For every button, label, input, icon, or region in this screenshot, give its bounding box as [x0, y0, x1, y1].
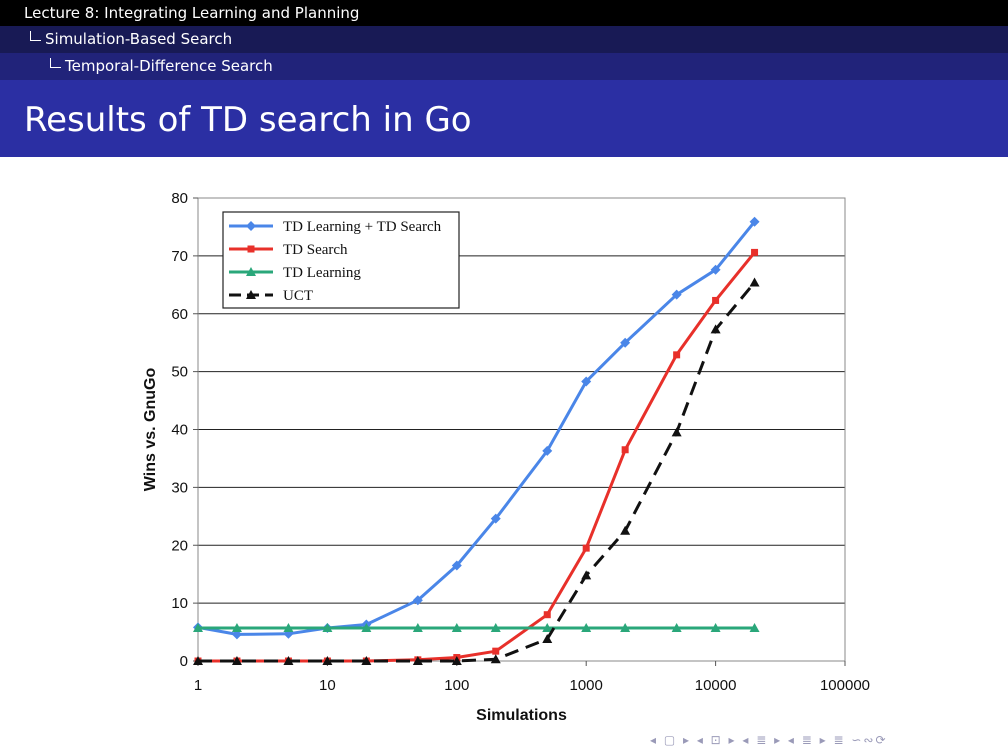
data-point [492, 647, 500, 655]
data-point [412, 656, 423, 665]
y-axis-label: Wins vs. GnuGo [142, 368, 159, 492]
data-point [231, 623, 242, 633]
data-point [193, 656, 203, 665]
data-point [361, 623, 372, 633]
tree-branch-icon [50, 58, 61, 68]
data-point [710, 623, 721, 633]
x-tick-label: 10000 [695, 677, 737, 694]
beamer-navigation[interactable]: ◂ ▢ ▸ ◂ ⊡ ▸ ◂ ≣ ▸ ◂ ≣ ▸ ≣ ∽∾⟳ [650, 733, 888, 747]
legend-label: TD Learning + TD Search [283, 219, 442, 235]
data-point [671, 289, 682, 300]
slide-title: Results of TD search in Go [24, 100, 472, 140]
legend-box [222, 211, 460, 309]
legend-label: TD Learning [283, 265, 361, 281]
data-point [581, 570, 592, 580]
lecture-title: Lecture 8: Integrating Learning and Plan… [24, 4, 360, 22]
data-point [246, 221, 256, 231]
nav-symbols[interactable]: ◂ ▢ ▸ ◂ ⊡ ▸ ◂ ≣ ▸ ◂ ≣ ▸ ≣ ∽∾⟳ [650, 733, 888, 747]
series-3 [193, 623, 760, 633]
data-point [671, 623, 682, 633]
data-point [283, 656, 294, 665]
section-title: Simulation-Based Search [45, 30, 233, 48]
data-point [581, 623, 592, 633]
data-point [710, 324, 721, 334]
data-point [322, 656, 333, 665]
data-point [246, 290, 256, 299]
series-4 [193, 277, 760, 665]
data-point [751, 248, 759, 256]
y-tick-label: 0 [180, 653, 188, 670]
data-point [671, 427, 682, 437]
y-tick-label: 30 [171, 479, 188, 496]
data-point [620, 525, 631, 535]
data-point [231, 656, 242, 665]
x-axis-ticks: 1 10 100 1000 10000 100000 [194, 661, 870, 694]
data-point [749, 623, 760, 633]
y-tick-label: 40 [171, 422, 188, 439]
data-point [620, 337, 631, 348]
data-point [412, 623, 423, 633]
data-point [490, 623, 501, 633]
data-point [283, 623, 294, 633]
x-axis-label: Simulations [476, 707, 567, 724]
data-point [490, 654, 501, 664]
data-point [710, 264, 721, 275]
data-point [451, 656, 462, 665]
data-point [621, 446, 629, 454]
slide-title-bar: Results of TD search in Go [0, 80, 1008, 157]
y-tick-label: 80 [171, 190, 188, 207]
data-point [749, 216, 760, 227]
data-point [542, 623, 553, 633]
y-tick-label: 10 [171, 595, 188, 612]
data-point [749, 277, 760, 287]
series-2 [194, 248, 759, 665]
lecture-header: Lecture 8: Integrating Learning and Plan… [0, 0, 1008, 26]
data-point [247, 245, 255, 253]
data-point [361, 656, 372, 665]
y-tick-label: 50 [171, 364, 188, 381]
series-line [198, 281, 756, 663]
subsection-header: Temporal-Difference Search [0, 53, 1008, 80]
y-axis-ticks: 0 10 20 30 40 50 60 70 80 [171, 190, 198, 670]
data-point [712, 296, 720, 304]
tree-branch-icon [30, 31, 41, 41]
series-layer [193, 216, 760, 665]
data-point [542, 634, 553, 644]
section-header: Simulation-Based Search [0, 26, 1008, 53]
x-tick-label: 100 [444, 677, 469, 694]
data-point [246, 267, 256, 276]
x-tick-label: 1000 [570, 677, 603, 694]
x-tick-label: 10 [319, 677, 336, 694]
data-point [543, 611, 551, 619]
legend-label: TD Search [283, 242, 348, 258]
y-tick-label: 60 [171, 306, 188, 323]
data-point [490, 513, 501, 524]
data-point [412, 595, 423, 606]
subsection-title: Temporal-Difference Search [65, 57, 273, 75]
data-point [451, 623, 462, 633]
data-point [620, 623, 631, 633]
data-point [582, 544, 590, 552]
x-tick-label: 1 [194, 677, 202, 694]
data-point [193, 623, 203, 633]
series-line [197, 220, 756, 636]
legend-label: UCT [283, 288, 313, 304]
data-point [673, 351, 681, 359]
legend: TD Learning + TD Search TD Search TD Learn… [222, 211, 460, 309]
data-point [322, 623, 333, 633]
y-tick-label: 70 [171, 248, 188, 265]
grid-lines [198, 255, 845, 604]
data-point [542, 445, 553, 456]
data-point [581, 376, 592, 387]
y-tick-label: 20 [171, 537, 188, 554]
data-point [451, 560, 462, 571]
x-tick-label: 100000 [820, 677, 870, 694]
